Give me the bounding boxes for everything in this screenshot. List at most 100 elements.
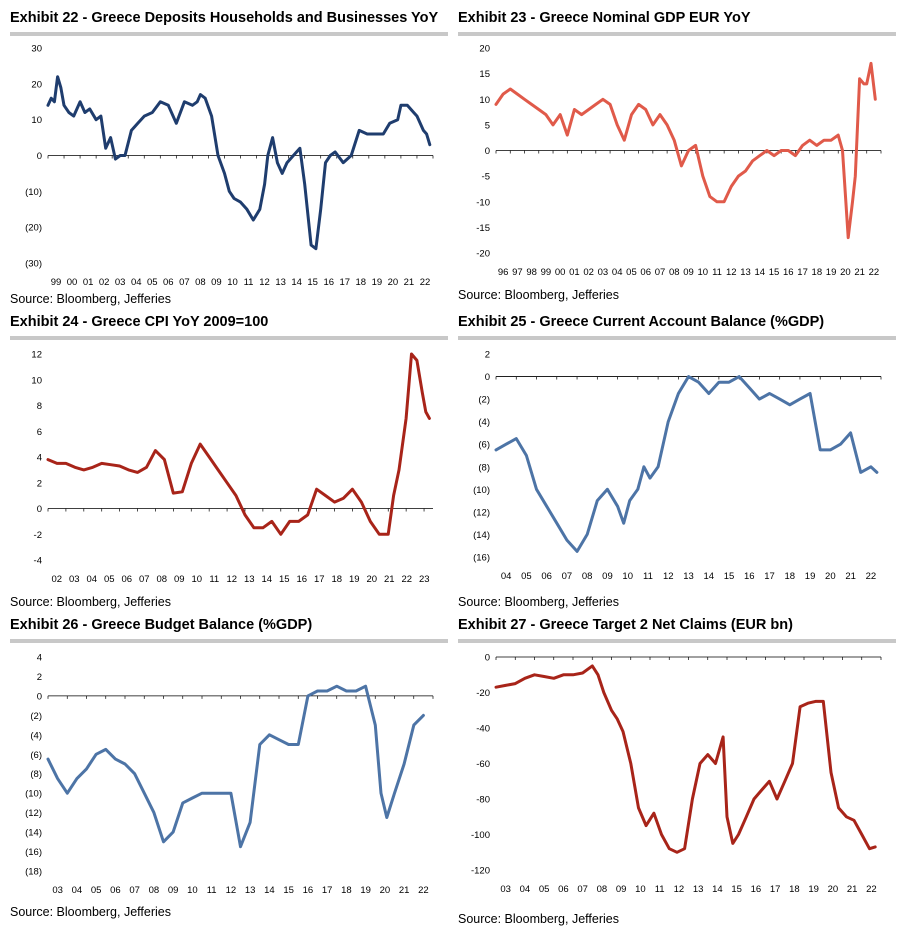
exhibit-26-y-tick-label: (14) — [25, 828, 42, 839]
exhibit-25-x-tick-label: 04 — [501, 571, 512, 582]
exhibit-25-x-tick-label: 12 — [663, 571, 674, 582]
exhibit-26-y-tick-label: (10) — [25, 789, 42, 800]
exhibit-23-title: Exhibit 23 - Greece Nominal GDP EUR YoY — [458, 10, 751, 26]
exhibit-26-y-tick-label: (12) — [25, 808, 42, 819]
exhibit-25-y-tick-label: (16) — [473, 553, 490, 564]
exhibit-27-y-tick-label: -40 — [476, 724, 490, 735]
exhibit-27-x-tick-label: 21 — [847, 884, 858, 895]
exhibit-22-x-tick-label: 12 — [259, 277, 270, 288]
exhibit-25-x-tick-label: 18 — [785, 571, 796, 582]
exhibit-23-x-tick-label: 21 — [854, 267, 865, 278]
exhibit-23-x-tick-label: 12 — [726, 267, 737, 278]
exhibit-24-x-tick-label: 16 — [296, 574, 307, 585]
exhibit-25-series-line — [494, 375, 879, 553]
exhibit-27-x-tick-label: 19 — [808, 884, 819, 895]
exhibit-22-y-tick-label: (20) — [25, 223, 42, 234]
exhibit-22-x-tick-label: 08 — [195, 277, 206, 288]
exhibit-27-source: Source: Bloomberg, Jefferies — [458, 912, 619, 926]
exhibit-22-x-tick-label: 19 — [372, 277, 383, 288]
exhibit-25-y-tick-label: (10) — [473, 485, 490, 496]
exhibit-24-x-tick-label: 04 — [86, 574, 97, 585]
exhibit-26-chart: 420(2)(4)(6)(8)(10)(12)(14)(16)(18)03 04 0… — [25, 653, 434, 896]
exhibit-24-x-tick-label: 06 — [121, 574, 132, 585]
exhibit-27-title-rule — [458, 639, 896, 643]
exhibit-24-x-tick-label: 10 — [191, 574, 202, 585]
exhibit-23-y-tick-label: 0 — [485, 146, 490, 157]
exhibit-26-x-tick-label: 05 — [91, 885, 102, 896]
exhibit-26-title: Exhibit 26 - Greece Budget Balance (%GDP… — [10, 617, 313, 633]
exhibit-26-x-tick-label: 08 — [149, 885, 160, 896]
exhibit-27-x-tick-label: 09 — [616, 884, 627, 895]
exhibit-23-panel: Exhibit 23 - Greece Nominal GDP EUR YoY … — [456, 10, 896, 315]
exhibit-25-x-tick-label: 15 — [724, 571, 735, 582]
exhibit-27-y-tick-label: -80 — [476, 795, 490, 806]
exhibit-27-x-tick-label: 12 — [674, 884, 685, 895]
exhibit-27-chart: 0 -20 -40 -60 -80 -100 -120 03 04 05 06 07 08 09 10 11 1… — [471, 653, 882, 895]
exhibit-22-y-tick-label: (10) — [25, 187, 42, 198]
exhibit-27-x-tick-label: 14 — [712, 884, 723, 895]
exhibit-25-y-tick-label: (14) — [473, 530, 490, 541]
exhibit-27-x-tick-label: 08 — [597, 884, 608, 895]
exhibit-23-x-tick-label: 98 — [526, 267, 537, 278]
exhibit-27-y-tick-label: -100 — [471, 830, 490, 841]
exhibit-22-x-tick-label: 11 — [244, 277, 254, 288]
exhibit-22-x-tick-label: 02 — [99, 277, 110, 288]
exhibit-23-x-tick-label: 03 — [598, 267, 609, 278]
exhibit-25-source: Source: Bloomberg, Jefferies — [458, 595, 619, 609]
exhibit-27-x-tick-label: 17 — [770, 884, 781, 895]
exhibit-24-x-tick-label: 17 — [314, 574, 325, 585]
exhibit-23-x-tick-label: 05 — [626, 267, 637, 278]
exhibit-24-x-tick-label: 08 — [156, 574, 167, 585]
exhibit-22-x-tick-label: 21 — [404, 277, 415, 288]
exhibit-23-y-tick-label: 10 — [479, 95, 490, 106]
exhibit-27-y-tick-label: -20 — [476, 688, 490, 699]
exhibit-23-x-tick-label: 18 — [812, 267, 823, 278]
exhibit-22-x-tick-label: 17 — [339, 277, 350, 288]
exhibit-26-x-tick-label: 06 — [110, 885, 121, 896]
exhibit-23-x-tick-label: 01 — [569, 267, 580, 278]
exhibit-24-x-tick-label: 09 — [174, 574, 185, 585]
exhibit-26-y-tick-label: (4) — [30, 730, 42, 741]
exhibit-25-x-tick-label: 06 — [541, 571, 552, 582]
exhibit-23-x-tick-label: 04 — [612, 267, 623, 278]
exhibit-26-panel: Exhibit 26 - Greece Budget Balance (%GDP… — [8, 617, 448, 922]
exhibit-22-y-tick-label: 0 — [37, 151, 42, 162]
exhibit-26-x-tick-label: 13 — [245, 885, 256, 896]
exhibit-27-x-tick-label: 18 — [789, 884, 800, 895]
exhibit-25-x-tick-label: 08 — [582, 571, 593, 582]
exhibit-26-y-tick-label: (16) — [25, 847, 42, 858]
exhibit-25-y-tick-label: (12) — [473, 507, 490, 518]
exhibit-23-y-tick-label: -15 — [476, 223, 490, 234]
exhibit-24-x-tick-label: 14 — [261, 574, 272, 585]
exhibit-23-series-line — [494, 61, 877, 240]
exhibit-25-y-tick-label: (8) — [478, 462, 490, 473]
exhibit-26-x-tick-label: 09 — [168, 885, 179, 896]
exhibit-27-x-tick-label: 03 — [500, 884, 511, 895]
exhibit-22-x-tick-label: 06 — [163, 277, 174, 288]
exhibit-25-panel: Exhibit 25 - Greece Current Account Bala… — [456, 314, 896, 619]
exhibit-22-series-line — [46, 75, 432, 251]
exhibit-24-y-tick-label: 6 — [37, 427, 42, 438]
exhibit-22-title-rule — [10, 32, 448, 36]
exhibit-26-y-tick-label: 2 — [37, 672, 42, 683]
exhibit-24-y-tick-label: -2 — [34, 530, 42, 541]
exhibit-24-y-tick-label: 4 — [37, 453, 42, 464]
exhibit-27-y-tick-label: -60 — [476, 759, 490, 770]
exhibit-24-x-tick-label: 15 — [279, 574, 290, 585]
exhibit-24-x-tick-label: 03 — [69, 574, 80, 585]
exhibit-26-x-tick-label: 10 — [187, 885, 198, 896]
exhibit-26-x-tick-label: 21 — [399, 885, 410, 896]
exhibit-23-y-tick-label: -5 — [482, 172, 490, 183]
exhibit-24-title: Exhibit 24 - Greece CPI YoY 2009=100 — [10, 314, 269, 330]
exhibit-23-y-tick-label: 5 — [485, 120, 490, 131]
exhibit-27-x-tick-label: 06 — [558, 884, 569, 895]
exhibit-22-x-tick-label: 05 — [147, 277, 158, 288]
exhibit-23-x-tick-label: 20 — [840, 267, 851, 278]
exhibit-23-x-tick-label: 09 — [683, 267, 694, 278]
exhibit-23-title-rule — [458, 32, 896, 36]
exhibit-25-x-tick-label: 13 — [683, 571, 694, 582]
exhibit-22-panel: Exhibit 22 - Greece Deposits Households … — [8, 10, 448, 315]
exhibit-24-x-tick-label: 19 — [349, 574, 360, 585]
exhibit-26-x-tick-label: 22 — [418, 885, 429, 896]
